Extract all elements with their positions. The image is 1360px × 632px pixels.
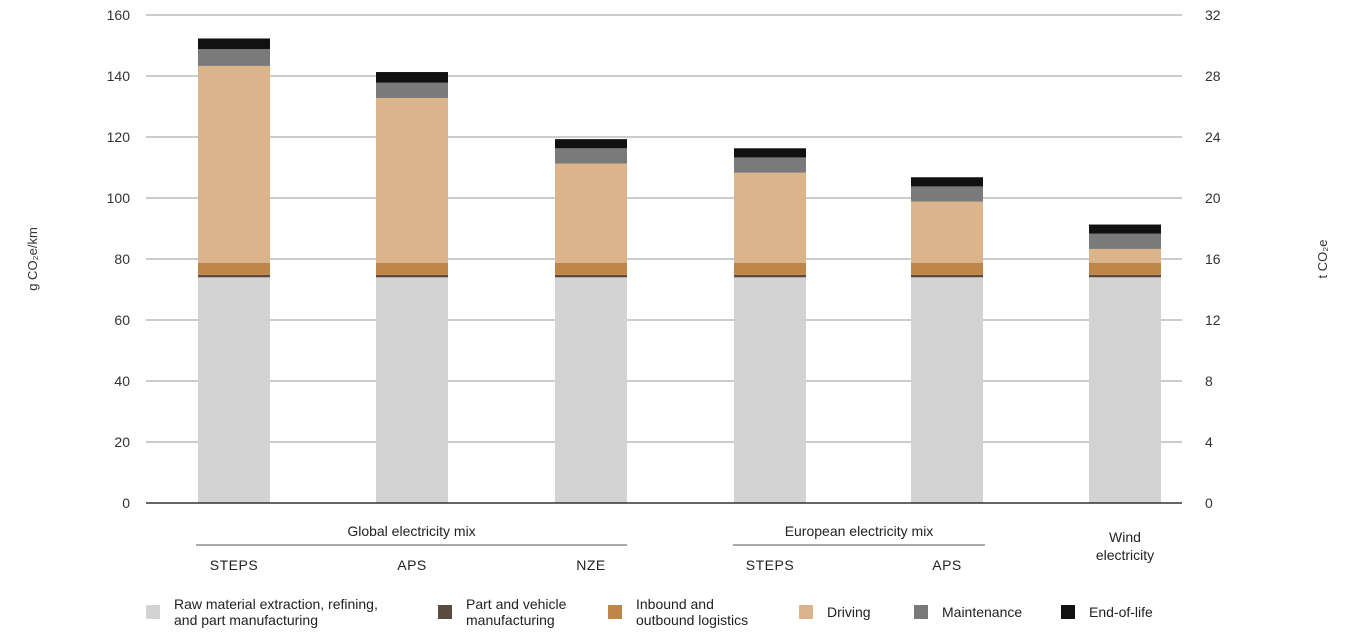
legend-item: Maintenance: [914, 594, 1022, 630]
bar-segment: [198, 49, 270, 66]
legend-label: End-of-life: [1089, 604, 1153, 620]
bar-segment: [376, 277, 448, 503]
bar-segment: [198, 38, 270, 50]
gridlines: [146, 14, 1182, 443]
group-label: European electricity mix: [785, 523, 934, 539]
bar-segment: [555, 277, 627, 503]
legend-item: Driving: [799, 594, 871, 630]
y-axis-right-ticks: 0 4 8 12 16 20 24 28 32: [1205, 7, 1221, 511]
y-axis-left-ticks: 0 20 40 60 80 100 120 140 160: [107, 7, 131, 511]
bar-segment: [734, 262, 806, 275]
bar-segment: [1089, 277, 1161, 503]
y-tick-label: 160: [107, 7, 131, 23]
y-tick-label: 100: [107, 190, 131, 206]
legend-item: Raw material extraction, refining, and p…: [146, 594, 378, 630]
bar-segment: [376, 82, 448, 98]
bar-segment: [734, 274, 806, 278]
y2-tick-label: 20: [1205, 190, 1221, 206]
legend-swatch: [608, 605, 622, 619]
bar-segment: [198, 262, 270, 275]
legend-swatch: [914, 605, 928, 619]
bar-segment: [376, 72, 448, 83]
y-tick-label: 60: [114, 312, 130, 328]
bar-segment: [911, 186, 983, 202]
bar-segment: [734, 148, 806, 158]
bar-segment: [1089, 262, 1161, 275]
bar-segment: [734, 157, 806, 173]
legend-item: Part and vehicle manufacturing: [438, 594, 566, 630]
bar-segment: [911, 277, 983, 503]
bar-segment: [555, 262, 627, 275]
legend-label: Inbound and outbound logistics: [636, 596, 749, 628]
bar-segment: [1089, 274, 1161, 278]
legend-item: Inbound and outbound logistics: [608, 594, 748, 630]
legend-item: End-of-life: [1061, 594, 1153, 630]
y2-tick-label: 28: [1205, 68, 1221, 84]
bar-segment: [911, 274, 983, 278]
bar-segment: [376, 274, 448, 278]
bar-segment: [555, 139, 627, 149]
category-label: STEPS: [746, 557, 794, 573]
y2-axis-title: t CO₂e: [1315, 240, 1330, 279]
bar-segment: [1089, 224, 1161, 234]
group-labels: Global electricity mix European electrici…: [196, 523, 1154, 563]
bar-segment: [376, 97, 448, 263]
y-tick-label: 140: [107, 68, 131, 84]
y-tick-label: 40: [114, 373, 130, 389]
legend-label: Driving: [827, 604, 871, 620]
category-label: STEPS: [210, 557, 258, 573]
bar-segment: [198, 274, 270, 278]
bars: [198, 38, 1161, 503]
bar-segment: [555, 163, 627, 263]
stacked-bar-chart: 0 20 40 60 80 100 120 140 160 0 4 8 12 16 20 24 28 32 Gl…: [25, 7, 1330, 573]
bar-segment: [555, 274, 627, 278]
bar-segment: [734, 172, 806, 263]
y2-tick-label: 24: [1205, 129, 1221, 145]
bar-segment: [555, 148, 627, 164]
bar-segment: [198, 277, 270, 503]
y-tick-label: 120: [107, 129, 131, 145]
y-tick-label: 0: [122, 495, 130, 511]
legend-swatch: [438, 605, 452, 619]
y-axis-title: g CO₂e/km: [25, 227, 40, 291]
legend: Raw material extraction, refining, and p…: [146, 594, 1326, 630]
bar-segment: [911, 177, 983, 187]
group-label: Global electricity mix: [347, 523, 475, 539]
legend-swatch: [799, 605, 813, 619]
bar-segment: [911, 262, 983, 275]
y2-tick-label: 32: [1205, 7, 1221, 23]
bar-segment: [734, 277, 806, 503]
bar-segment: [1089, 233, 1161, 249]
y-tick-label: 20: [114, 434, 130, 450]
legend-label: Part and vehicle manufacturing: [466, 596, 567, 628]
legend-label: Raw material extraction, refining, and p…: [174, 596, 378, 628]
bar-segment: [911, 201, 983, 263]
y2-tick-label: 8: [1205, 373, 1213, 389]
category-labels: STEPS APS NZE STEPS APS: [210, 557, 962, 573]
y2-tick-label: 16: [1205, 251, 1221, 267]
bar-segment: [1089, 248, 1161, 263]
bar-segment: [198, 65, 270, 263]
y-tick-label: 80: [114, 251, 130, 267]
legend-swatch: [1061, 605, 1075, 619]
legend-swatch: [146, 605, 160, 619]
y2-tick-label: 12: [1205, 312, 1221, 328]
category-label: NZE: [576, 557, 606, 573]
bar-segment: [376, 262, 448, 275]
category-label: APS: [932, 557, 962, 573]
y2-tick-label: 4: [1205, 434, 1213, 450]
group-label: Wind electricity: [1096, 529, 1154, 563]
y2-tick-label: 0: [1205, 495, 1213, 511]
category-label: APS: [397, 557, 427, 573]
legend-label: Maintenance: [942, 604, 1023, 620]
